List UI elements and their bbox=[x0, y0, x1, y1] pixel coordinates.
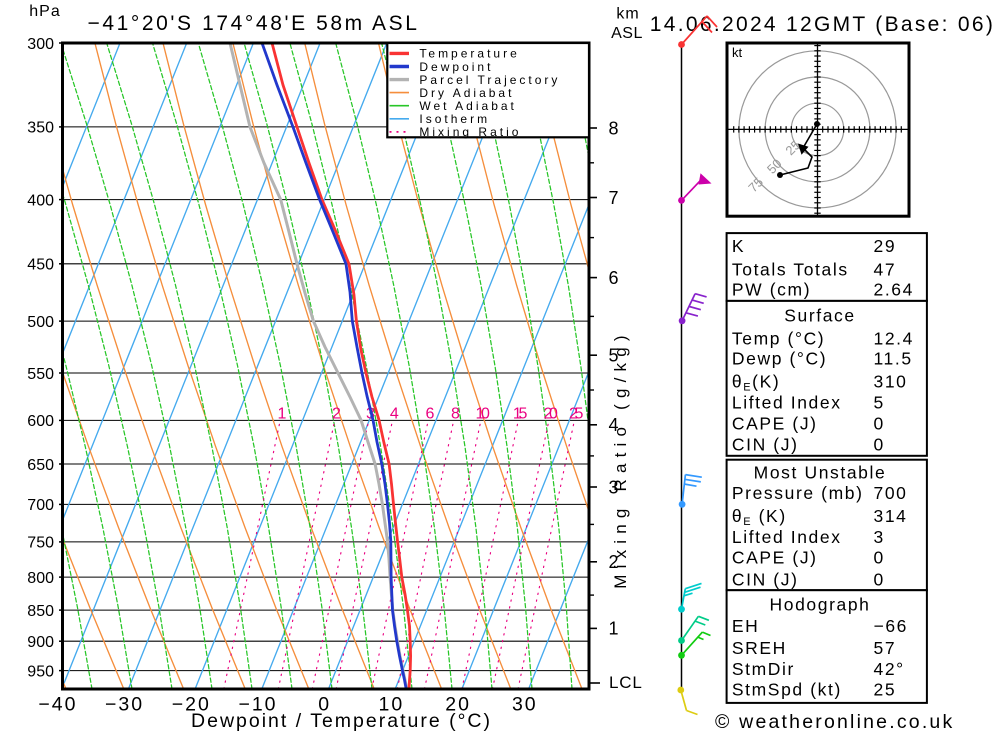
svg-text:Temp (°C): Temp (°C) bbox=[732, 328, 825, 348]
svg-text:LCL: LCL bbox=[609, 673, 643, 692]
svg-text:0: 0 bbox=[874, 413, 885, 433]
svg-text:15: 15 bbox=[513, 406, 528, 423]
svg-text:2.64: 2.64 bbox=[874, 280, 914, 300]
svg-text:4: 4 bbox=[608, 415, 618, 435]
svg-text:11.5: 11.5 bbox=[874, 348, 913, 368]
svg-text:42°: 42° bbox=[874, 659, 905, 679]
svg-text:900: 900 bbox=[27, 634, 54, 651]
svg-text:10: 10 bbox=[379, 694, 405, 716]
svg-text:Surface: Surface bbox=[784, 305, 856, 325]
svg-text:Lifted Index: Lifted Index bbox=[732, 392, 842, 412]
svg-text:ASL: ASL bbox=[611, 25, 643, 42]
svg-text:950: 950 bbox=[27, 663, 54, 680]
svg-text:20: 20 bbox=[445, 694, 471, 716]
svg-text:−20: −20 bbox=[172, 694, 211, 716]
svg-text:Hodograph: Hodograph bbox=[770, 595, 871, 615]
svg-text:0: 0 bbox=[874, 570, 885, 590]
svg-text:Dry Adiabat: Dry Adiabat bbox=[419, 86, 514, 100]
svg-text:Pressure (mb): Pressure (mb) bbox=[732, 483, 864, 503]
svg-text:25: 25 bbox=[569, 406, 584, 423]
svg-text:Parcel Trajectory: Parcel Trajectory bbox=[419, 73, 560, 87]
svg-text:−40: −40 bbox=[38, 694, 77, 716]
svg-text:800: 800 bbox=[27, 570, 54, 587]
svg-text:θE(K): θE(K) bbox=[732, 371, 780, 393]
svg-text:Dewp (°C): Dewp (°C) bbox=[732, 348, 827, 368]
svg-text:CIN (J): CIN (J) bbox=[732, 434, 799, 454]
svg-text:6: 6 bbox=[608, 268, 618, 288]
svg-text:650: 650 bbox=[27, 457, 54, 474]
svg-text:StmSpd (kt): StmSpd (kt) bbox=[732, 680, 842, 700]
svg-text:3: 3 bbox=[608, 477, 618, 497]
svg-text:hPa: hPa bbox=[29, 3, 60, 20]
svg-text:CAPE (J): CAPE (J) bbox=[732, 548, 818, 568]
svg-text:−41°20'S 174°48'E 58m ASL: −41°20'S 174°48'E 58m ASL bbox=[87, 12, 419, 35]
svg-text:5: 5 bbox=[874, 392, 885, 412]
svg-text:550: 550 bbox=[27, 366, 54, 383]
svg-text:30: 30 bbox=[512, 694, 538, 716]
svg-text:600: 600 bbox=[27, 413, 54, 430]
svg-text:SREH: SREH bbox=[732, 638, 787, 658]
svg-text:Mixing Ratio (g/kg): Mixing Ratio (g/kg) bbox=[611, 329, 630, 589]
svg-text:750: 750 bbox=[27, 535, 54, 552]
svg-text:K: K bbox=[732, 236, 745, 256]
svg-text:1: 1 bbox=[278, 406, 287, 423]
svg-text:314: 314 bbox=[874, 506, 908, 526]
svg-text:Isotherm: Isotherm bbox=[419, 112, 490, 126]
svg-text:StmDir: StmDir bbox=[732, 659, 795, 679]
svg-text:850: 850 bbox=[27, 603, 54, 620]
svg-text:CIN (J): CIN (J) bbox=[732, 570, 799, 590]
svg-text:450: 450 bbox=[27, 257, 54, 274]
svg-text:7: 7 bbox=[608, 188, 618, 208]
svg-text:Temperature: Temperature bbox=[419, 47, 519, 61]
svg-text:θE (K): θE (K) bbox=[732, 506, 787, 528]
svg-text:Dewpoint: Dewpoint bbox=[419, 60, 493, 74]
svg-text:km: km bbox=[616, 6, 639, 23]
svg-text:10: 10 bbox=[475, 406, 490, 423]
svg-text:310: 310 bbox=[874, 371, 908, 391]
svg-text:5: 5 bbox=[608, 346, 618, 366]
svg-text:© weatheronline.co.uk: © weatheronline.co.uk bbox=[715, 711, 954, 733]
svg-text:Wet Adiabat: Wet Adiabat bbox=[419, 99, 517, 113]
svg-text:−30: −30 bbox=[105, 694, 144, 716]
svg-text:−66: −66 bbox=[874, 616, 909, 636]
svg-text:14.06.2024 12GMT (Base: 06): 14.06.2024 12GMT (Base: 06) bbox=[650, 13, 995, 36]
svg-text:8: 8 bbox=[608, 118, 618, 138]
svg-text:400: 400 bbox=[27, 192, 54, 209]
svg-text:1: 1 bbox=[608, 619, 618, 639]
svg-text:500: 500 bbox=[27, 314, 54, 331]
svg-text:57: 57 bbox=[874, 638, 897, 658]
svg-text:0: 0 bbox=[318, 694, 331, 716]
svg-text:0: 0 bbox=[874, 548, 885, 568]
svg-text:47: 47 bbox=[874, 260, 897, 280]
svg-text:29: 29 bbox=[874, 236, 897, 256]
svg-text:700: 700 bbox=[874, 483, 908, 503]
svg-text:6: 6 bbox=[426, 406, 435, 423]
svg-text:Lifted Index: Lifted Index bbox=[732, 527, 842, 547]
svg-text:20: 20 bbox=[543, 406, 558, 423]
svg-text:CAPE (J): CAPE (J) bbox=[732, 413, 818, 433]
svg-text:kt: kt bbox=[732, 45, 743, 60]
svg-text:Totals Totals: Totals Totals bbox=[732, 260, 849, 280]
svg-text:350: 350 bbox=[27, 120, 54, 137]
svg-text:0: 0 bbox=[874, 434, 885, 454]
svg-text:25: 25 bbox=[874, 680, 897, 700]
svg-text:EH: EH bbox=[732, 616, 760, 636]
svg-text:2: 2 bbox=[332, 406, 341, 423]
svg-text:Dewpoint / Temperature (°C): Dewpoint / Temperature (°C) bbox=[191, 710, 492, 732]
svg-text:4: 4 bbox=[390, 406, 399, 423]
svg-text:700: 700 bbox=[27, 497, 54, 514]
svg-text:Most Unstable: Most Unstable bbox=[754, 462, 887, 482]
svg-text:8: 8 bbox=[451, 406, 460, 423]
svg-text:2: 2 bbox=[608, 552, 618, 572]
svg-text:12.4: 12.4 bbox=[874, 328, 914, 348]
svg-text:PW (cm): PW (cm) bbox=[732, 280, 811, 300]
svg-text:−10: −10 bbox=[238, 694, 277, 716]
svg-text:Mixing Ratio: Mixing Ratio bbox=[419, 125, 521, 139]
svg-text:3: 3 bbox=[874, 527, 885, 547]
svg-text:300: 300 bbox=[27, 36, 54, 53]
